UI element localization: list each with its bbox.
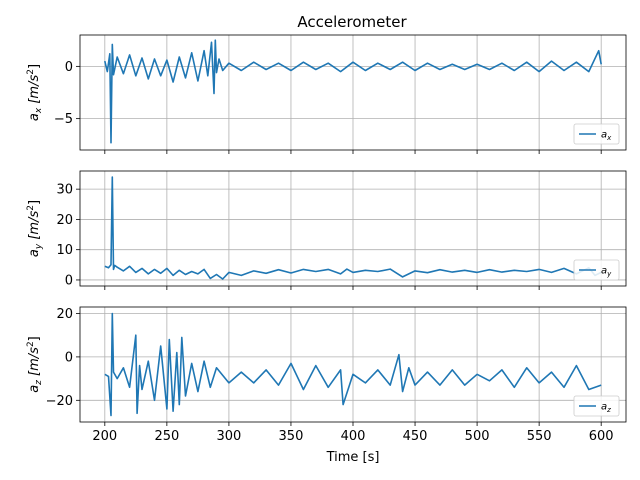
ylabel-sup: 2 <box>26 205 36 211</box>
legend-sub: y <box>606 270 612 278</box>
panel-ax: −50 ax [m/s2] ax <box>26 34 627 154</box>
x-tick-label: 300 <box>216 429 241 444</box>
legend-base: a <box>601 130 607 141</box>
legend-ay: ay <box>573 259 620 281</box>
series-line-az <box>104 312 602 417</box>
ticks-ax: −5 0 <box>54 60 602 154</box>
y-tick-label: 0 <box>65 273 73 288</box>
ticks-az: 200 250 300 350 400 450 500 550 600 −20 0 20 <box>46 307 614 444</box>
ylabel-base: a <box>27 249 42 257</box>
legend-base: a <box>601 266 607 277</box>
ylabel-az: az [m/s2] <box>26 336 44 393</box>
y-tick-label: 0 <box>65 350 73 365</box>
legend-label-az: az <box>601 402 611 415</box>
ylabel-unit: [m/s <box>27 75 42 108</box>
legend-base: a <box>601 402 607 413</box>
legend-label-ay: ay <box>601 266 612 279</box>
ylabel-sub: x <box>34 107 44 114</box>
ylabel-ay: ay [m/s2] <box>26 200 44 257</box>
y-tick-label: 30 <box>56 183 73 198</box>
ylabel-sub: z <box>34 380 44 386</box>
x-tick-label: 450 <box>403 429 428 444</box>
y-tick-label: −5 <box>54 112 73 127</box>
ylabel-close: ] <box>27 64 42 69</box>
ylabel-close: ] <box>27 200 42 205</box>
ylabel-base: a <box>27 113 42 121</box>
legend-az: az <box>573 395 620 417</box>
x-tick-label: 600 <box>589 429 614 444</box>
y-axis-title-az: az [m/s2] <box>26 336 44 393</box>
ylabel-ax: ax [m/s2] <box>26 64 44 121</box>
series-line-ay <box>104 176 602 280</box>
figure-title: Accelerometer <box>297 13 407 31</box>
x-axis-title: Time [s] <box>326 450 380 465</box>
y-tick-label: 20 <box>56 213 73 228</box>
legend-label-ax: ax <box>601 130 612 143</box>
y-axis-title-ay: ay [m/s2] <box>26 200 44 257</box>
ylabel-unit: [m/s <box>27 347 42 380</box>
y-tick-label: −20 <box>46 394 73 409</box>
x-tick-label: 200 <box>92 429 117 444</box>
x-tick-label: 400 <box>341 429 366 444</box>
ylabel-base: a <box>27 385 42 393</box>
series-ax <box>104 39 602 144</box>
grid-az <box>80 307 626 422</box>
legend-box <box>573 123 620 145</box>
y-tick-label: 0 <box>65 60 73 75</box>
grid-ax <box>80 35 626 150</box>
ylabel-sup: 2 <box>26 341 36 347</box>
y-axis-title-ax: ax [m/s2] <box>26 64 44 121</box>
legend-box <box>573 395 620 417</box>
series-line-ax <box>104 39 602 144</box>
ylabel-unit: [m/s <box>27 211 42 244</box>
x-tick-label: 350 <box>279 429 304 444</box>
ylabel-close: ] <box>27 336 42 341</box>
legend-box <box>573 259 620 281</box>
legend-sub: x <box>606 134 612 142</box>
series-az <box>104 312 602 417</box>
series-ay <box>104 176 602 280</box>
x-tick-label: 500 <box>465 429 490 444</box>
legend-sub: z <box>606 406 611 414</box>
ylabel-sub: y <box>34 243 44 250</box>
ylabel-sup: 2 <box>26 69 36 75</box>
x-tick-label: 550 <box>527 429 552 444</box>
y-tick-label: 10 <box>56 243 73 258</box>
y-tick-label: 20 <box>56 307 73 322</box>
legend-ax: ax <box>573 123 620 145</box>
ticks-ay: 0 10 20 30 <box>56 183 602 290</box>
grid-ay <box>80 171 626 286</box>
x-tick-label: 250 <box>154 429 179 444</box>
